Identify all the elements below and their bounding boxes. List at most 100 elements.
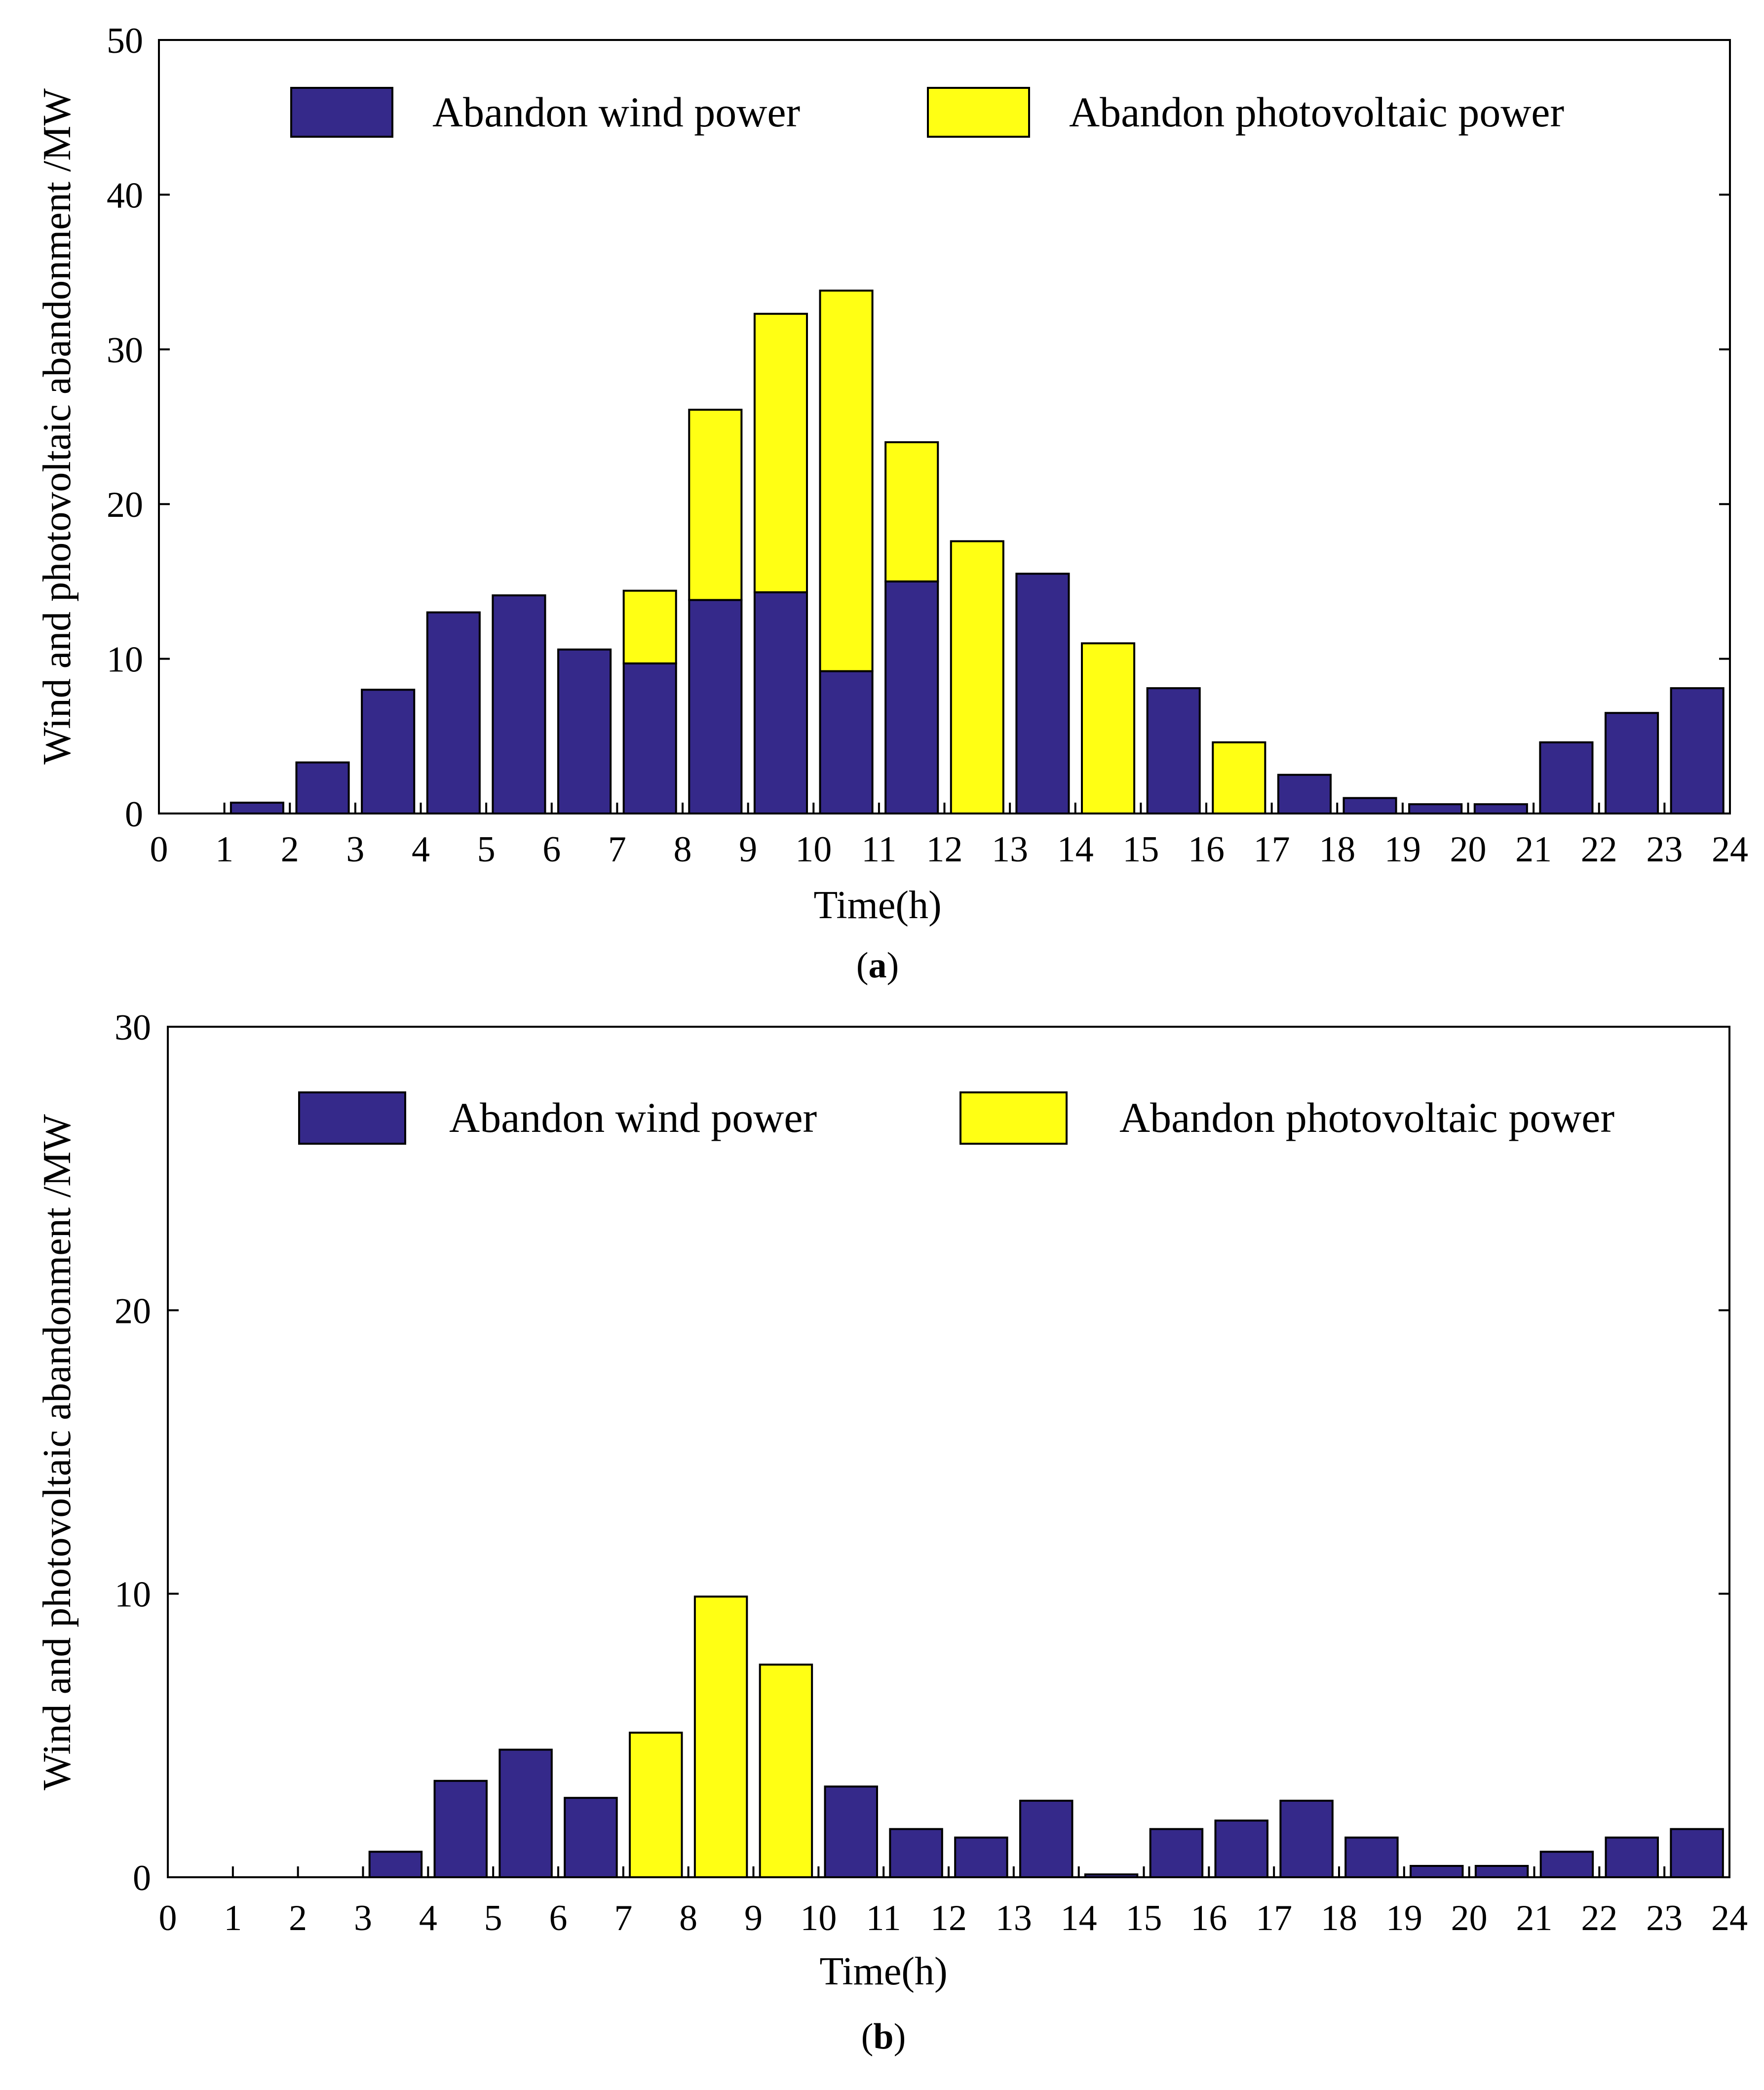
chart-b-y-axis-label: Wind and photovoltaic abandonment /MW xyxy=(36,1114,79,1790)
chart-a-x-tick-label: 17 xyxy=(1254,829,1290,870)
chart-a-bar-wind-h12 xyxy=(884,580,939,815)
chart-a-y-tick-label: 40 xyxy=(107,175,143,216)
chart-a-bar-pv-h9 xyxy=(688,409,743,601)
chart-b-bar-wind-h16 xyxy=(1149,1828,1204,1878)
chart-a-bar-wind-h2 xyxy=(230,802,284,815)
chart-b-x-ticks: 0 1 2 3 4 5 6 7 8 9 10 11 12 13 14 15 16 17 18 19 20 21 22 23 24 xyxy=(159,1866,1748,1938)
chart-b-x-tick-label: 5 xyxy=(484,1898,502,1938)
chart-a-x-tick-label: 9 xyxy=(739,829,757,870)
chart-a-bar-pv-h13 xyxy=(950,540,1004,814)
chart-a-bar-pv-h12 xyxy=(884,441,939,582)
chart-a-bar-wind-h21 xyxy=(1473,803,1528,815)
chart-a-y-tick-label: 50 xyxy=(107,21,143,61)
chart-a-x-tick-label: 16 xyxy=(1188,829,1225,870)
chart-b-bar-wind-h21 xyxy=(1474,1865,1529,1878)
chart-b-bar-wind-h14 xyxy=(1019,1799,1074,1878)
chart-b-x-tick-label: 3 xyxy=(354,1898,372,1938)
chart-b-legend-wind-label: Abandon wind power xyxy=(449,1094,817,1141)
chart-b-x-tick-label: 17 xyxy=(1256,1898,1292,1938)
chart-b-x-tick-label: 14 xyxy=(1061,1898,1097,1938)
chart-b-bar-wind-h17 xyxy=(1214,1819,1268,1878)
chart-b-caption: (b) xyxy=(861,2016,906,2057)
chart-a-x-tick-label: 10 xyxy=(795,829,832,870)
chart-a-legend-pv-label: Abandon photovoltaic power xyxy=(1069,88,1564,136)
chart-b-bar-wind-h19 xyxy=(1344,1836,1399,1878)
chart-a-caption: (a) xyxy=(856,945,899,986)
chart-b-x-tick-label: 19 xyxy=(1386,1898,1422,1938)
chart-a-x-axis-label: Time(h) xyxy=(813,884,941,927)
chart-a-bar-wind-h11 xyxy=(819,670,874,814)
chart-a-bar-wind-h18 xyxy=(1277,774,1332,815)
chart-a-legend-wind-label: Abandon wind power xyxy=(432,88,800,136)
chart-a-bar-wind-h20 xyxy=(1408,803,1463,815)
chart-a-bar-wind-h5 xyxy=(426,611,481,814)
chart-b-bar-wind-h4 xyxy=(368,1851,423,1879)
chart-b-x-tick-label: 18 xyxy=(1321,1898,1357,1938)
chart-b-x-tick-label: 1 xyxy=(224,1898,242,1938)
chart-b-x-tick-label: 22 xyxy=(1581,1898,1617,1938)
chart-b-y-tick-label: 30 xyxy=(115,1007,151,1048)
chart-b-bar-wind-h11 xyxy=(824,1785,878,1879)
chart-a-x-tick-label: 6 xyxy=(542,829,561,870)
chart-a-y-tick-label: 10 xyxy=(107,640,143,680)
chart-a-bar-wind-h3 xyxy=(295,761,350,814)
chart-a-y-ticks: 0 10 20 30 40 50 xyxy=(107,21,1730,835)
chart-a-x-tick-label: 7 xyxy=(608,829,626,870)
chart-a-bar-wind-h4 xyxy=(361,689,416,815)
chart-b-x-tick-label: 9 xyxy=(744,1898,763,1938)
chart-b-legend-pv-label: Abandon photovoltaic power xyxy=(1119,1094,1614,1141)
chart-a-x-tick-label: 23 xyxy=(1646,829,1683,870)
chart-b-y-tick-label: 10 xyxy=(115,1575,151,1615)
chart-b-bar-wind-h12 xyxy=(889,1828,943,1878)
chart-b-x-tick-label: 16 xyxy=(1190,1898,1227,1938)
chart-a-bar-wind-h16 xyxy=(1146,687,1201,814)
chart-a-legend: Abandon wind power Abandon photovoltaic … xyxy=(290,87,1564,138)
chart-b-bar-wind-h20 xyxy=(1410,1865,1464,1878)
chart-a-legend-pv-swatch xyxy=(927,87,1030,138)
chart-a-bar-wind-h10 xyxy=(753,591,808,814)
chart-a-bar-wind-h24 xyxy=(1670,687,1725,814)
chart-a-x-tick-label: 4 xyxy=(412,829,430,870)
chart-a-bar-wind-h7 xyxy=(557,648,612,815)
chart-a-x-tick-label: 2 xyxy=(281,829,299,870)
chart-b-x-tick-label: 6 xyxy=(549,1898,568,1938)
chart-b-x-tick-label: 24 xyxy=(1711,1898,1748,1938)
chart-b-plot-frame xyxy=(167,1026,1730,1878)
chart-b-bar-wind-h5 xyxy=(433,1780,488,1878)
chart-b-bar-wind-h7 xyxy=(564,1797,618,1879)
chart-b-x-tick-label: 20 xyxy=(1451,1898,1488,1938)
chart-b-plot-layer xyxy=(368,1595,1724,1879)
chart-b-bar-wind-h22 xyxy=(1539,1851,1594,1879)
chart-a-x-tick-label: 0 xyxy=(150,829,168,870)
chart-a-x-tick-label: 18 xyxy=(1319,829,1355,870)
chart-a-x-tick-label: 19 xyxy=(1384,829,1421,870)
chart-a-x-ticks: 0 1 2 3 4 5 6 7 8 9 10 11 12 13 14 15 16 17 18 19 20 21 22 23 24 xyxy=(150,803,1748,870)
chart-a-bar-wind-h6 xyxy=(492,594,546,814)
chart-a-y-tick-label: 30 xyxy=(107,330,143,371)
chart-a-x-tick-label: 15 xyxy=(1122,829,1159,870)
chart-b-x-tick-label: 23 xyxy=(1646,1898,1683,1938)
chart-b-x-axis-label: Time(h) xyxy=(819,1950,947,1993)
chart-a-legend-wind-swatch xyxy=(290,87,393,138)
chart-a-x-tick-label: 13 xyxy=(992,829,1028,870)
chart-b-x-tick-label: 11 xyxy=(866,1898,901,1938)
chart-a-bar-pv-h17 xyxy=(1212,741,1266,815)
chart-a-x-tick-label: 14 xyxy=(1057,829,1094,870)
chart-a-x-tick-label: 21 xyxy=(1515,829,1552,870)
chart-a-bar-pv-h10 xyxy=(753,312,808,593)
chart-a-y-tick-label: 20 xyxy=(107,485,143,525)
chart-a-x-tick-label: 12 xyxy=(926,829,963,870)
chart-b-x-tick-label: 2 xyxy=(289,1898,307,1938)
chart-a-x-tick-label: 3 xyxy=(346,829,364,870)
chart-b-x-tick-label: 7 xyxy=(614,1898,632,1938)
chart-b-bar-wind-h24 xyxy=(1670,1828,1724,1878)
chart-a-bar-wind-h19 xyxy=(1342,797,1397,815)
chart-b-bar-wind-h18 xyxy=(1279,1799,1334,1878)
chart-b-y-ticks: 0 10 20 30 xyxy=(115,1007,1729,1898)
chart-b-legend-pv-swatch xyxy=(959,1091,1068,1145)
chart-a-bar-wind-h8 xyxy=(622,662,677,814)
chart-a-plot-layer xyxy=(230,289,1725,815)
